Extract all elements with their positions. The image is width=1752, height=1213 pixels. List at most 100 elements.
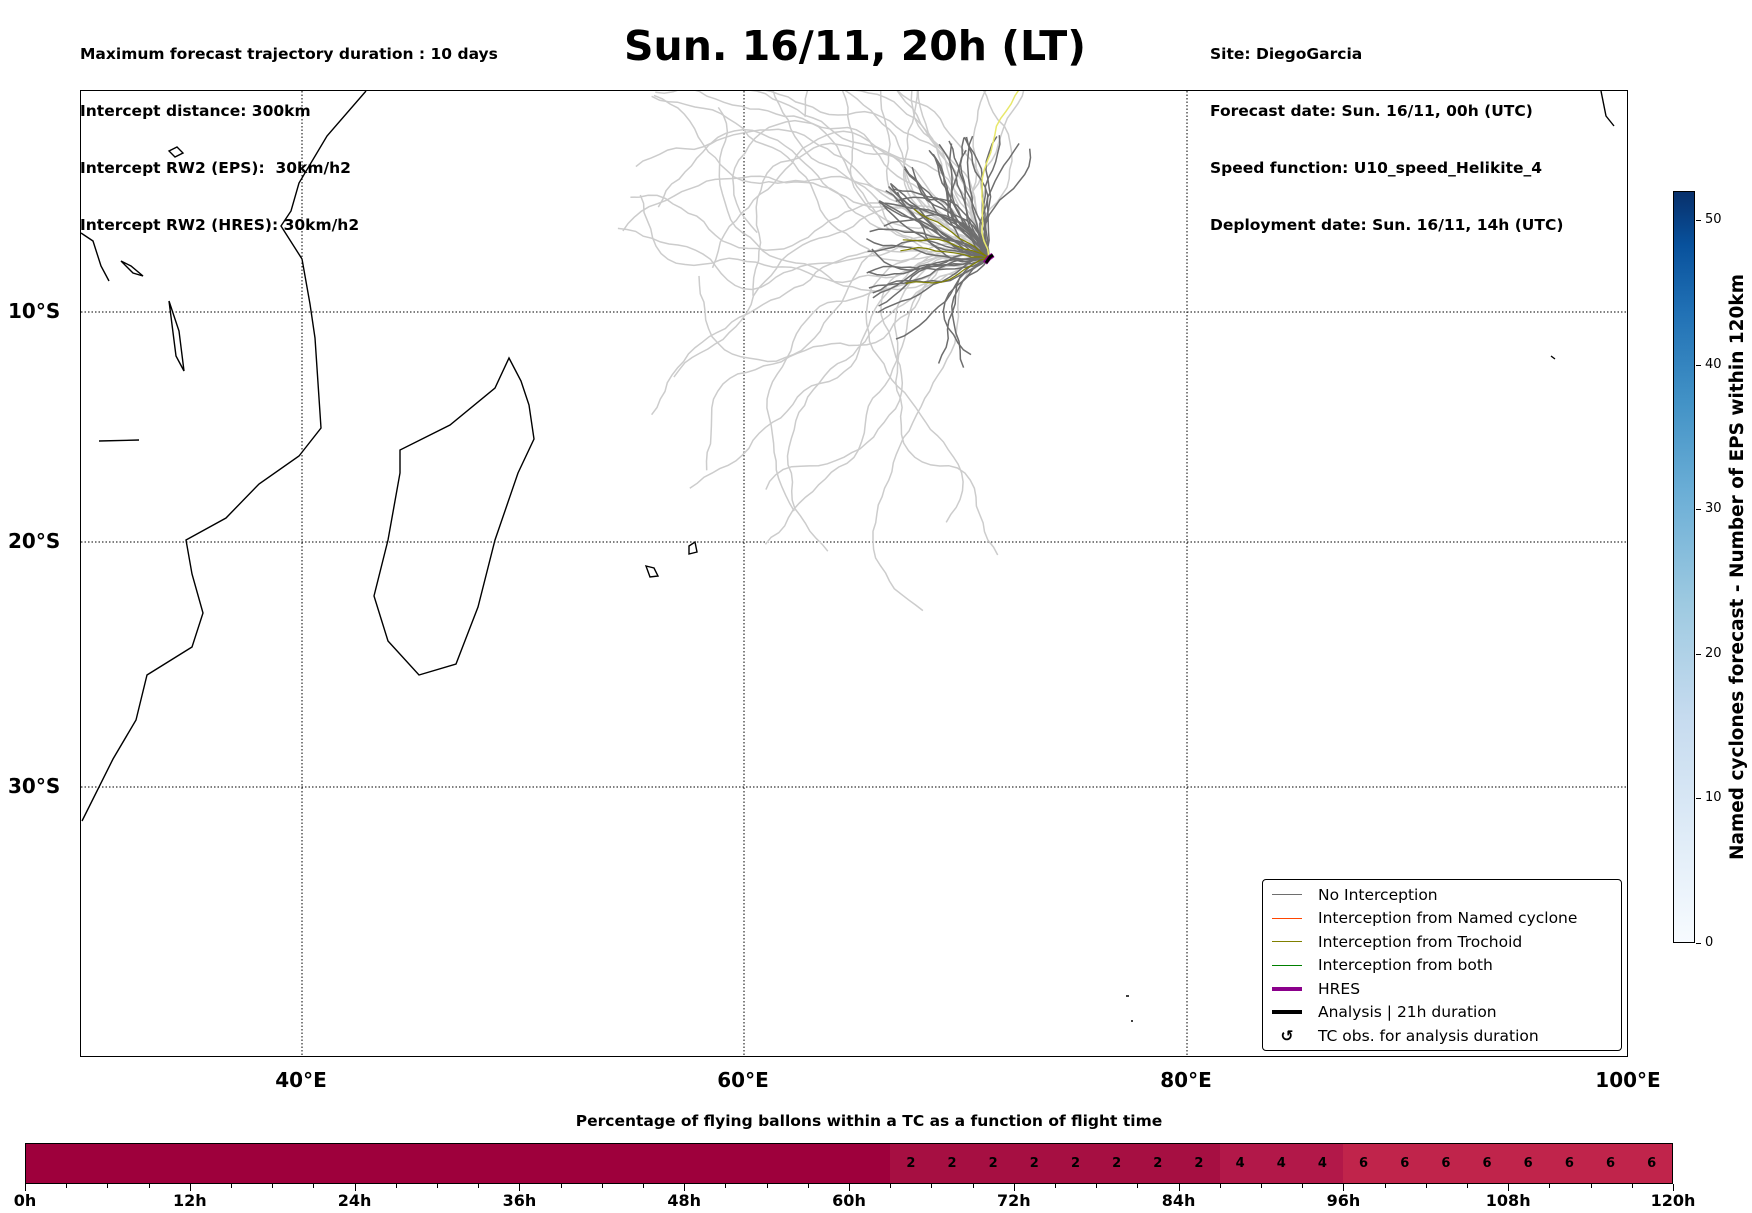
legend-label: Interception from Named cyclone <box>1318 909 1578 927</box>
timebar-cell <box>108 1144 150 1183</box>
timebar-cell <box>725 1144 767 1183</box>
info-line: Forecast date: Sun. 16/11, 00h (UTC) <box>1210 102 1533 120</box>
gridlines <box>81 91 1627 1056</box>
timebar-cell <box>314 1144 356 1183</box>
trajectory <box>765 250 990 490</box>
map-legend: No Interception Interception from Named c… <box>1262 879 1622 1051</box>
trajectory <box>655 91 990 261</box>
timebar-tick <box>478 1184 480 1188</box>
timebar-cell <box>766 1144 808 1183</box>
coastlines <box>81 91 1615 1022</box>
timebar-tick <box>437 1184 438 1188</box>
timebar-cell <box>602 1144 644 1183</box>
timebar-cell: 2 <box>890 1144 932 1183</box>
colorbar-tick-label: 20 <box>1705 645 1722 661</box>
lon-label-60e: 60°E <box>717 1068 769 1092</box>
trajectory <box>673 204 990 378</box>
trajectory <box>980 91 1013 259</box>
madagascar-coast <box>373 356 535 676</box>
timebar-tick <box>148 1184 150 1188</box>
timebar-tick <box>354 1184 356 1191</box>
trajectory <box>871 248 990 271</box>
colorbar-tick: 50 <box>1696 212 1722 227</box>
trajectory <box>698 245 990 363</box>
trajectory <box>983 148 1032 259</box>
colorbar-label: Named cyclones forecast - Number of EPS … <box>1727 273 1748 861</box>
legend-item: Interception from Trochoid <box>1263 930 1522 953</box>
cyclone-icon: ↺ <box>1280 1026 1294 1045</box>
colorbar-tick-label: 0 <box>1705 935 1714 950</box>
timebar-tick-label: 84h <box>1161 1191 1196 1210</box>
timebar-cell <box>355 1144 397 1183</box>
timebar-cell: 2 <box>1137 1144 1179 1183</box>
timebar-cell: 6 <box>1507 1144 1549 1183</box>
info-line: Maximum forecast trajectory duration : 1… <box>80 45 498 63</box>
timebar-cell <box>437 1144 479 1183</box>
trajectory <box>900 246 990 259</box>
map-panel[interactable] <box>80 90 1628 1057</box>
legend-item: Interception from Named cyclone <box>1263 907 1577 930</box>
trajectory <box>885 189 990 259</box>
trajectory <box>711 130 990 269</box>
trajectory <box>639 194 990 284</box>
trajectory <box>689 256 990 489</box>
trajectory <box>657 128 990 259</box>
timebar-tick-label: 24h <box>337 1191 372 1210</box>
trajectory <box>917 91 990 259</box>
trajectory <box>951 257 990 368</box>
timebar-cell <box>849 1144 891 1183</box>
legend-item: No Interception <box>1263 883 1438 906</box>
timebar-tick <box>107 1184 109 1188</box>
lat-label-20s: 20°S <box>8 529 61 553</box>
timebar-tick <box>807 1184 809 1188</box>
info-line: Deployment date: Sun. 16/11, 14h (UTC) <box>1210 216 1564 234</box>
timebar-tick <box>1673 1184 1674 1191</box>
trajectory <box>896 191 990 263</box>
timebar-tick <box>1343 1184 1345 1191</box>
timebar-title: Percentage of flying ballons within a TC… <box>575 1112 1163 1130</box>
timebar-tick <box>25 1184 26 1191</box>
timebar-cell: 6 <box>1631 1144 1673 1183</box>
lat-label-30s: 30°S <box>8 774 61 798</box>
trajectory <box>903 168 990 259</box>
trajectory <box>942 257 990 356</box>
plot-title: Sun. 16/11, 20h (LT) <box>624 22 1086 70</box>
trajectory <box>965 136 990 259</box>
timebar-cell: 6 <box>1589 1144 1632 1183</box>
trajectories <box>617 91 1032 612</box>
legend-swatch <box>1272 964 1302 966</box>
timebar-tick <box>1631 1184 1633 1188</box>
info-line: Speed function: U10_speed_Helikite_4 <box>1210 159 1543 177</box>
trajectory <box>983 135 1001 259</box>
timebar-tick <box>313 1184 315 1188</box>
timebar-tick-label: 48h <box>667 1191 702 1210</box>
timebar-cell: 4 <box>1219 1144 1261 1183</box>
timebar-tick <box>1137 1184 1139 1188</box>
timebar-cell <box>478 1144 520 1183</box>
timebar-cell <box>149 1144 191 1183</box>
timebar-cell: 2 <box>1054 1144 1097 1183</box>
legend-item: Analysis | 21h duration <box>1263 1001 1497 1024</box>
timebar-tick <box>395 1184 397 1188</box>
timebar-tick-label: 108h <box>1485 1191 1531 1210</box>
trajectory <box>902 238 990 259</box>
timebar-tick <box>931 1184 933 1188</box>
timebar-cell: 6 <box>1425 1144 1467 1183</box>
timebar-cell <box>807 1144 850 1183</box>
colorbar-tick: 20 <box>1696 646 1722 661</box>
timebar-tick-label: 12h <box>172 1191 207 1210</box>
island <box>98 91 1615 1022</box>
lat-label-10s: 10°S <box>8 299 61 323</box>
legend-label: Interception from Trochoid <box>1318 932 1523 951</box>
timebar-cell <box>272 1144 315 1183</box>
legend-swatch <box>1272 894 1302 895</box>
timebar-tick <box>643 1184 644 1188</box>
timebar-cell: 4 <box>1260 1144 1302 1183</box>
timebar-tick-label: 96h <box>1326 1191 1361 1210</box>
info-line: Site: DiegoGarcia <box>1210 45 1363 63</box>
trajectory <box>884 202 990 259</box>
trajectory <box>895 253 999 556</box>
map-canvas <box>81 91 1627 1056</box>
timebar-tick <box>684 1184 686 1191</box>
timebar-cell <box>67 1144 109 1183</box>
